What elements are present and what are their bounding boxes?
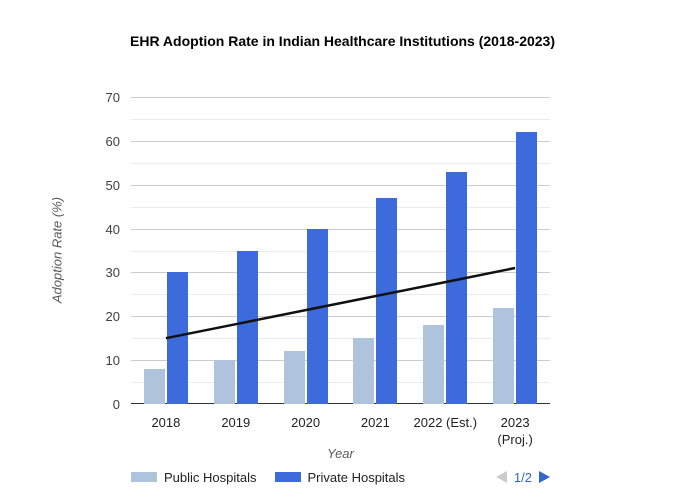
x-axis-title: Year: [327, 446, 354, 461]
minor-gridline: [131, 250, 550, 252]
x-category-label: 2023 (Proj.): [497, 415, 533, 447]
legend-item-public-hospitals: Public Hospitals: [131, 470, 257, 485]
bar-public-hospitals-2018[interactable]: [143, 368, 165, 404]
x-category-label: 2021: [360, 415, 390, 430]
bar-public-hospitals-2019[interactable]: [213, 360, 235, 404]
x-category-label: 2020: [291, 415, 321, 430]
trend-line[interactable]: [131, 97, 550, 404]
bar-public-hospitals-2023Proj[interactable]: [493, 307, 515, 404]
x-category-label: 2019: [221, 415, 251, 430]
y-tick-label: 50: [105, 177, 120, 193]
legend-swatch-public-hospitals-icon: [131, 472, 157, 482]
bar-private-hospitals-2021[interactable]: [376, 197, 398, 404]
plot-area: 0 10 20 30 40 50 60 70 2018 2019 2020 2021 2022 (Est…: [106, 90, 550, 447]
legend-swatch-private-hospitals-icon: [274, 472, 301, 482]
legend-prev-page-icon[interactable]: [495, 471, 507, 483]
minor-gridline: [131, 338, 550, 340]
x-category-label: 2018: [151, 415, 181, 430]
major-gridline: [131, 97, 550, 98]
minor-gridline: [131, 382, 550, 384]
bar-private-hospitals-2019[interactable]: [236, 250, 258, 404]
y-axis-title: Adoption Rate (%): [49, 196, 65, 304]
x-axis-baseline: [131, 403, 550, 404]
chart-title: EHR Adoption Rate in Indian Healthcare I…: [130, 33, 555, 49]
major-gridline: [131, 272, 550, 274]
y-tick-label: 20: [105, 309, 120, 325]
bar-private-hospitals-2023Proj[interactable]: [516, 132, 538, 404]
minor-gridline: [131, 206, 550, 208]
y-tick-label: 70: [105, 90, 120, 105]
y-tick-label: 30: [105, 265, 120, 281]
legend-item-private-hospitals: Private Hospitals: [274, 469, 406, 485]
minor-gridline: [131, 294, 550, 296]
major-gridline: [131, 228, 550, 230]
y-tick-label: 40: [105, 221, 120, 237]
x-category-label: 2022 (Est.): [413, 415, 478, 430]
bar-public-hospitals-2021[interactable]: [353, 338, 375, 404]
y-tick-label: 60: [105, 133, 120, 149]
minor-gridline: [131, 118, 550, 120]
bar-public-hospitals-2020[interactable]: [283, 351, 305, 404]
y-tick-label: 0: [112, 397, 120, 412]
major-gridline: [131, 360, 550, 362]
major-gridline: [131, 316, 550, 318]
major-gridline: [131, 140, 550, 142]
legend-label-private-hospitals: Private Hospitals: [307, 469, 406, 485]
legend-pagination: 1/2: [495, 469, 550, 485]
legend-next-page-icon[interactable]: [539, 471, 550, 483]
legend-label-public-hospitals: Public Hospitals: [164, 469, 257, 485]
bar-private-hospitals-2020[interactable]: [306, 228, 328, 404]
major-gridline: [131, 184, 550, 186]
minor-gridline: [131, 162, 550, 164]
bar-public-hospitals-2022Est[interactable]: [423, 325, 445, 404]
legend-page-indicator: 1/2: [513, 469, 532, 485]
bar-private-hospitals-2022Est[interactable]: [446, 171, 468, 404]
bar-private-hospitals-2018[interactable]: [166, 272, 188, 404]
y-tick-label: 10: [105, 353, 120, 369]
legend: Public Hospitals Private Hospitals 1/2: [131, 469, 550, 485]
